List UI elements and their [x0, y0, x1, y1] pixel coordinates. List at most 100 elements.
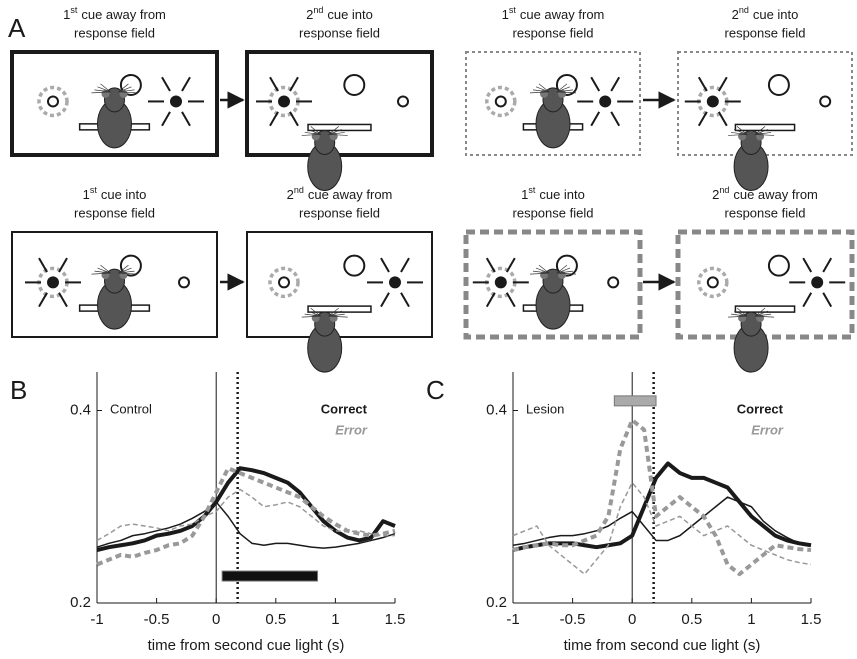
- whisker: [328, 315, 348, 318]
- lit-cue: [170, 95, 182, 108]
- unlit-cue: [607, 276, 620, 289]
- subtitle: Control: [110, 401, 152, 416]
- caption-superscript: st: [528, 185, 536, 195]
- light-ray: [485, 257, 496, 273]
- significance-bar: [221, 570, 319, 582]
- lit-cue: [706, 95, 719, 108]
- light-ray: [269, 76, 279, 92]
- center-port: [119, 73, 142, 96]
- lit-cue: [47, 276, 59, 289]
- unlit-cue: [494, 95, 507, 108]
- caption-text: cue into: [539, 187, 585, 202]
- whisker: [529, 272, 550, 275]
- chamber: [677, 51, 853, 156]
- scene: [246, 231, 433, 373]
- whisker: [328, 132, 345, 135]
- caption-number: 2: [732, 7, 739, 22]
- light-ray: [58, 292, 68, 308]
- series-line: [96, 501, 396, 549]
- caption-number: 1: [83, 187, 90, 202]
- whisker: [736, 307, 748, 317]
- x-tick-label: 1: [747, 611, 755, 628]
- caption-superscript: nd: [313, 5, 323, 15]
- lever: [307, 305, 372, 313]
- caption-number: 1: [521, 187, 528, 202]
- whisker: [118, 267, 132, 274]
- whisker: [328, 313, 345, 317]
- whisker: [556, 86, 571, 93]
- lit-cue: [494, 276, 507, 289]
- scene-caption: response field: [725, 205, 806, 220]
- x-tick-label: -0.5: [144, 611, 170, 628]
- response-field: [485, 85, 517, 118]
- caption-superscript: nd: [719, 185, 729, 195]
- unlit-cue: [706, 276, 719, 289]
- whisker: [754, 129, 769, 135]
- whisker: [755, 134, 775, 136]
- whisker: [100, 264, 111, 274]
- scene-caption: 1st cue into: [521, 185, 585, 202]
- light-ray: [289, 111, 299, 127]
- whisker: [529, 91, 550, 94]
- whisker: [118, 264, 129, 274]
- whisker: [736, 126, 748, 135]
- chamber: [11, 231, 218, 338]
- series-line: [96, 466, 396, 567]
- lit-cue: [389, 276, 401, 289]
- whisker: [556, 89, 574, 93]
- x-tick-label: 1.5: [385, 611, 406, 628]
- whisker: [328, 129, 342, 135]
- whisker: [91, 91, 111, 94]
- chamber: [675, 229, 855, 340]
- x-tick-label: 0.5: [265, 611, 286, 628]
- unlit-cue: [47, 95, 59, 108]
- chamber: [463, 229, 643, 340]
- whisker: [731, 313, 748, 317]
- center-port: [343, 254, 366, 277]
- chamber: [246, 231, 433, 338]
- x-tick-label: -1: [506, 611, 519, 628]
- scene-caption: 2nd cue away from: [712, 185, 818, 202]
- whisker: [301, 315, 321, 318]
- significance-bar: [613, 395, 657, 407]
- scene: [463, 229, 643, 340]
- scene: [11, 231, 218, 338]
- whisker: [94, 270, 111, 274]
- whisker: [328, 126, 339, 135]
- light-ray: [697, 76, 708, 92]
- light-ray: [161, 76, 171, 92]
- legend-entry: Correct: [321, 401, 368, 416]
- scene-caption: response field: [513, 205, 594, 220]
- whisker: [310, 126, 321, 135]
- caption-superscript: st: [90, 185, 98, 195]
- light-ray: [38, 292, 48, 308]
- x-tick-label: 0: [212, 611, 220, 628]
- response-field: [697, 266, 729, 299]
- whisker: [118, 91, 138, 94]
- whisker: [754, 310, 769, 317]
- legend-entry: Correct: [737, 401, 784, 416]
- caption-text: cue into: [327, 7, 373, 22]
- lit-cue: [599, 95, 612, 108]
- whisker: [94, 89, 111, 93]
- whisker: [328, 134, 348, 136]
- scene-caption: 1st cue away from: [502, 5, 605, 22]
- caption-superscript: st: [70, 5, 78, 15]
- whisker: [754, 307, 766, 317]
- caption-text: cue away from: [733, 187, 818, 202]
- unlit-cue: [819, 95, 832, 108]
- x-axis-label: time from second cue light (s): [148, 637, 345, 654]
- response-field: [268, 266, 300, 299]
- light-ray: [400, 257, 410, 273]
- whisker: [118, 89, 135, 93]
- center-port: [343, 73, 366, 96]
- chamber: [245, 50, 434, 157]
- scene-caption: response field: [74, 205, 155, 220]
- whisker: [556, 270, 574, 274]
- whisker: [556, 272, 577, 275]
- scene-caption: 1st cue into: [83, 185, 147, 202]
- light-ray: [58, 257, 68, 273]
- scene: [677, 51, 853, 191]
- caption-text: cue into: [753, 7, 799, 22]
- caption-number: 1: [502, 7, 509, 22]
